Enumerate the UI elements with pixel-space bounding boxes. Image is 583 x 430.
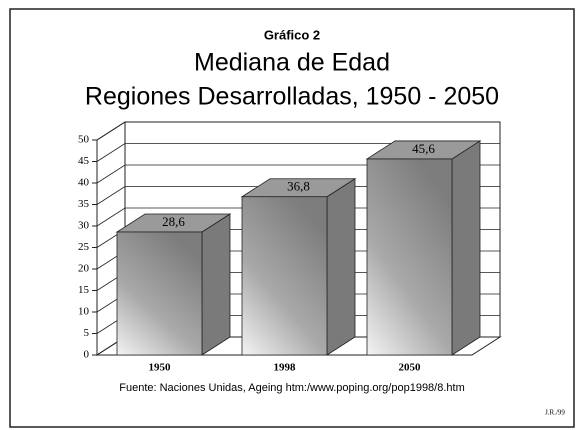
y-tick-label: 35: [78, 198, 90, 210]
source: Fuente: Naciones Unidas, Ageing htm:/www…: [119, 382, 465, 394]
chart-subtitle: Regiones Desarrolladas, 1950 - 2050: [85, 83, 499, 111]
y-tick-label: 50: [78, 134, 90, 146]
y-tick-label: 10: [78, 306, 90, 318]
y-tick-label: 20: [78, 263, 90, 275]
kicker: Gráfico 2: [264, 27, 320, 42]
bar-face: [451, 140, 481, 356]
y-tick-label: 15: [78, 284, 90, 296]
x-tick-label: 2050: [399, 362, 422, 374]
bar: [240, 178, 357, 356]
bar-face: [326, 178, 356, 356]
value-label: 36,8: [287, 179, 310, 194]
grid-line: [96, 143, 500, 162]
grid-line: [96, 121, 500, 141]
bar-face: [366, 158, 453, 356]
y-tick-label: 40: [78, 177, 90, 189]
y-tick-label: 5: [84, 327, 90, 339]
y-tick-label: 30: [78, 220, 90, 232]
bar: [115, 213, 232, 356]
x-tick-label: 1998: [274, 362, 297, 374]
value-label: 45,6: [412, 141, 435, 156]
chart-title: Mediana de Edad: [194, 49, 390, 77]
y-tick-label: 25: [78, 241, 90, 253]
signature: J.R./99: [545, 409, 565, 417]
value-label: 28,6: [162, 214, 185, 229]
bar-face: [241, 196, 328, 356]
bar: [365, 140, 482, 356]
y-tick-label: 45: [78, 155, 90, 167]
y-tick-label: 0: [84, 349, 90, 361]
bar-face: [116, 231, 203, 356]
x-tick-label: 1950: [149, 362, 172, 374]
bar-face: [201, 213, 231, 356]
